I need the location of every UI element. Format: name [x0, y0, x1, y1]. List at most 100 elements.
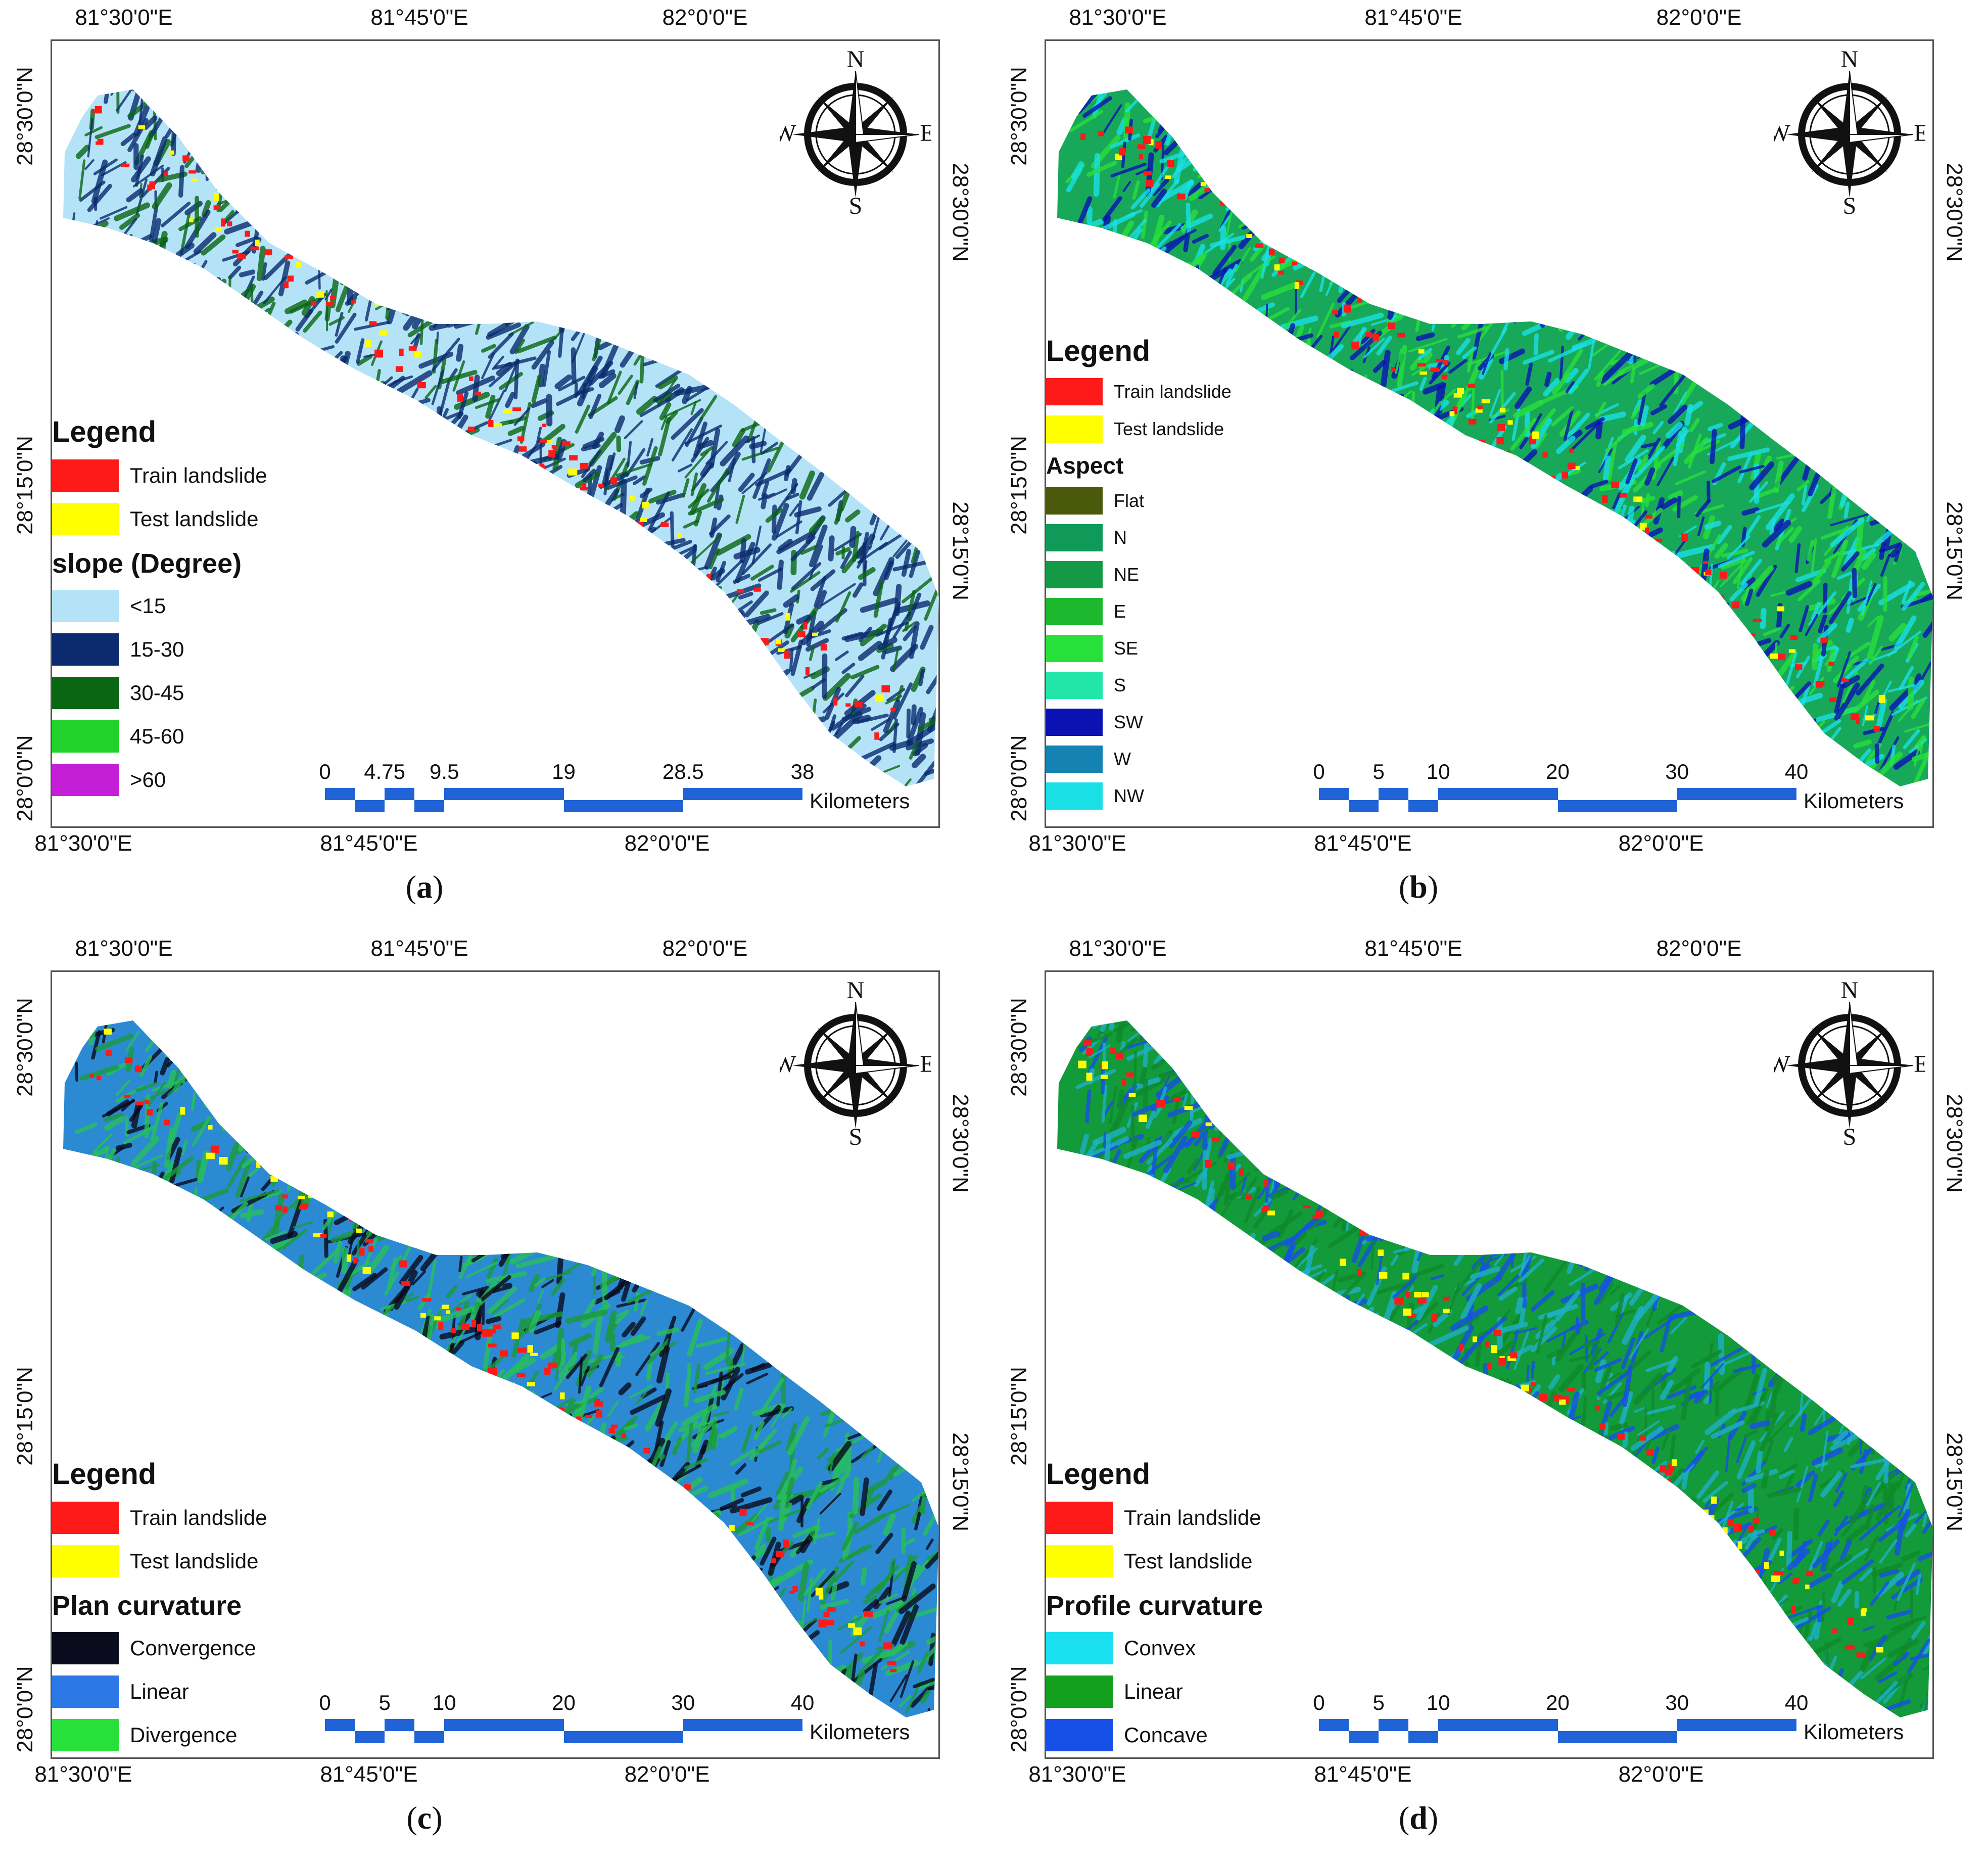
right-latitude-label: 28°30'0"N	[948, 1094, 973, 1193]
scale-unit-label: Kilometers	[810, 1720, 910, 1744]
scale-segment	[1319, 788, 1349, 800]
map-legend: Legend Train landslide Test landslide Profi…	[1046, 1457, 1263, 1757]
scale-tick-label: 40	[1784, 1691, 1809, 1714]
legend-item-label: Concave	[1124, 1723, 1208, 1747]
legend-item-class: >60	[52, 758, 267, 802]
study-area-map	[1057, 1020, 1933, 1717]
legend-title: Legend	[52, 415, 157, 448]
bottom-longitude-label: 81°45'0"E	[320, 831, 418, 856]
legend-item-label: Train landslide	[1124, 1506, 1261, 1529]
bottom-longitude-label: 81°45'0"E	[1314, 1762, 1412, 1787]
scale-tick-label: 5	[1372, 760, 1385, 783]
legend-swatch	[52, 1502, 119, 1534]
north-arrow-compass: N S E W	[773, 46, 934, 219]
legend-item-label: Linear	[1124, 1680, 1183, 1703]
scale-bar-ticks: 0 5 10 20 30 40	[319, 1691, 814, 1719]
legend-item-class: W	[1046, 740, 1232, 777]
scale-segment	[1319, 1719, 1349, 1731]
scale-tick-label: 40	[790, 1691, 815, 1714]
compass-rose-icon: N S E W	[773, 977, 934, 1150]
legend-swatch	[1046, 1545, 1113, 1577]
compass-e-label: E	[920, 120, 931, 147]
legend-title: Legend	[52, 1458, 157, 1491]
scale-segment	[1557, 800, 1677, 812]
legend-item-landslide: Train landslide	[1046, 373, 1232, 410]
scale-bar-ticks: 0 4.75 9.5 19 28.5 38	[319, 760, 814, 788]
scale-segment	[1677, 788, 1796, 800]
right-latitude-label: 28°30'0"N	[1942, 1094, 1967, 1193]
legend-item-class: Convergence	[52, 1626, 267, 1670]
layer-title: slope (Degree)	[52, 548, 242, 579]
legend-item-label: Test landslide	[1114, 418, 1224, 439]
panel-label: (a)	[405, 869, 444, 905]
left-latitude-label: 28°30'0"N	[1007, 998, 1031, 1097]
left-latitude-label: 28°0'0"N	[13, 735, 37, 822]
legend-item-label: >60	[130, 768, 166, 792]
panel-label: (b)	[1398, 869, 1439, 905]
legend-item-label: NW	[1114, 785, 1144, 806]
legend-item-label: Train landslide	[1114, 381, 1232, 402]
scale-segment	[325, 788, 355, 800]
legend-swatch	[52, 677, 119, 709]
scale-segment	[1379, 788, 1409, 800]
study-area-map	[63, 89, 939, 786]
legend-item-class: Concave	[1046, 1713, 1263, 1757]
compass-e-label: E	[1914, 120, 1925, 147]
top-longitude-label: 81°45'0"E	[1364, 936, 1462, 961]
top-longitude-label: 81°30'0"E	[75, 5, 173, 30]
legend-swatch	[52, 764, 119, 796]
north-arrow-compass: N S E W	[1767, 977, 1928, 1150]
legend-item-label: Test landslide	[130, 507, 259, 531]
legend-item-label: SE	[1114, 637, 1139, 659]
compass-rose-icon: N S E W	[1767, 46, 1928, 219]
top-longitude-label: 81°45'0"E	[370, 5, 468, 30]
legend-item-label: N	[1114, 527, 1127, 548]
scale-segment	[683, 1719, 802, 1731]
study-area-map	[63, 1020, 939, 1717]
scale-tick-label: 20	[552, 1691, 576, 1714]
legend-swatch	[52, 1719, 119, 1751]
layer-title: Aspect	[1046, 452, 1124, 479]
bottom-longitude-label: 81°45'0"E	[320, 1762, 418, 1787]
compass-s-label: S	[1843, 1124, 1857, 1149]
legend-swatch	[52, 590, 119, 622]
legend-swatch	[1046, 487, 1103, 515]
legend-item-landslide: Test landslide	[1046, 1540, 1263, 1583]
scale-unit-label: Kilometers	[1804, 789, 1904, 813]
bottom-longitude-label: 81°30'0"E	[1028, 831, 1126, 856]
right-latitude-label: 28°30'0"N	[948, 163, 973, 262]
top-longitude-label: 82°0'0"E	[1656, 5, 1742, 30]
legend-item-landslide: Test landslide	[1046, 410, 1232, 448]
compass-rose-icon: N S E W	[1767, 977, 1928, 1150]
bottom-longitude-label: 81°30'0"E	[34, 831, 132, 856]
bottom-longitude-label: 82°0'0"E	[1618, 831, 1704, 856]
bottom-longitude-label: 81°45'0"E	[1314, 831, 1412, 856]
panel-letter: a	[416, 869, 433, 905]
compass-w-label: W	[1774, 1051, 1790, 1078]
compass-rose-icon: N S E W	[773, 46, 934, 219]
legend-item-class: <15	[52, 584, 267, 628]
scale-bar-segments	[325, 1719, 802, 1743]
scale-segment	[444, 788, 564, 800]
legend-item-class: Linear	[1046, 1670, 1263, 1713]
legend-item-class: E	[1046, 593, 1232, 630]
scale-bar-segments	[1319, 788, 1796, 812]
scale-tick-label: 40	[1784, 760, 1809, 783]
scale-segment	[385, 1719, 415, 1731]
scale-tick-label: 0	[319, 1691, 331, 1714]
scale-tick-label: 38	[790, 760, 815, 783]
legend-title: Legend	[1046, 1458, 1151, 1491]
scale-tick-label: 10	[1426, 760, 1450, 783]
scale-tick-label: 28.5	[662, 760, 704, 783]
scale-segment	[355, 800, 385, 812]
legend-swatch	[1046, 597, 1103, 625]
scale-tick-label: 10	[432, 1691, 456, 1714]
compass-n-label: N	[1841, 982, 1859, 1004]
legend-item-label: Test landslide	[130, 1549, 259, 1573]
legend-swatch	[52, 1675, 119, 1708]
bottom-longitude-label: 82°0'0"E	[624, 831, 710, 856]
legend-item-label: Test landslide	[1124, 1549, 1253, 1573]
top-longitude-label: 81°45'0"E	[1364, 5, 1462, 30]
legend-swatch	[1046, 671, 1103, 699]
scale-tick-label: 0	[319, 760, 331, 783]
